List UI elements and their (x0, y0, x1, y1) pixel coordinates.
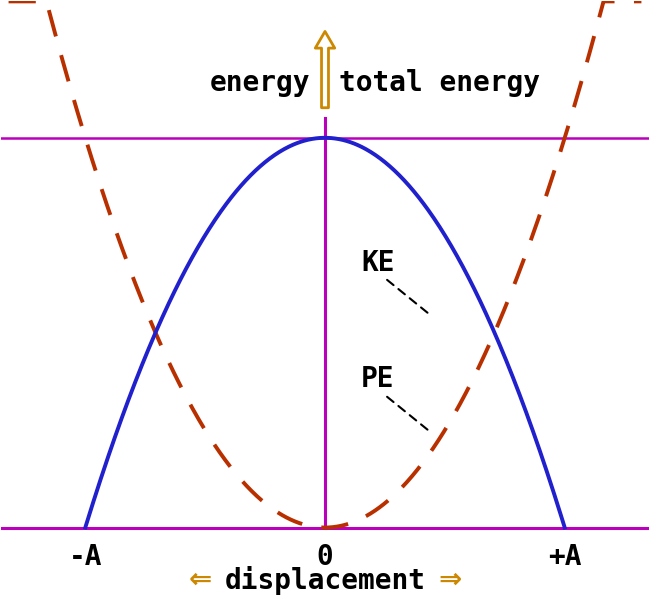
Text: 0: 0 (317, 543, 333, 571)
Text: PE: PE (361, 365, 395, 394)
Text: total energy: total energy (339, 69, 540, 97)
Text: KE: KE (361, 248, 395, 277)
Text: ⇐: ⇐ (188, 566, 212, 594)
Text: +A: +A (548, 543, 582, 571)
Text: energy: energy (210, 69, 311, 97)
Text: ⇒: ⇒ (438, 566, 462, 594)
Text: -A: -A (68, 543, 102, 571)
Text: displacement: displacement (224, 566, 426, 595)
